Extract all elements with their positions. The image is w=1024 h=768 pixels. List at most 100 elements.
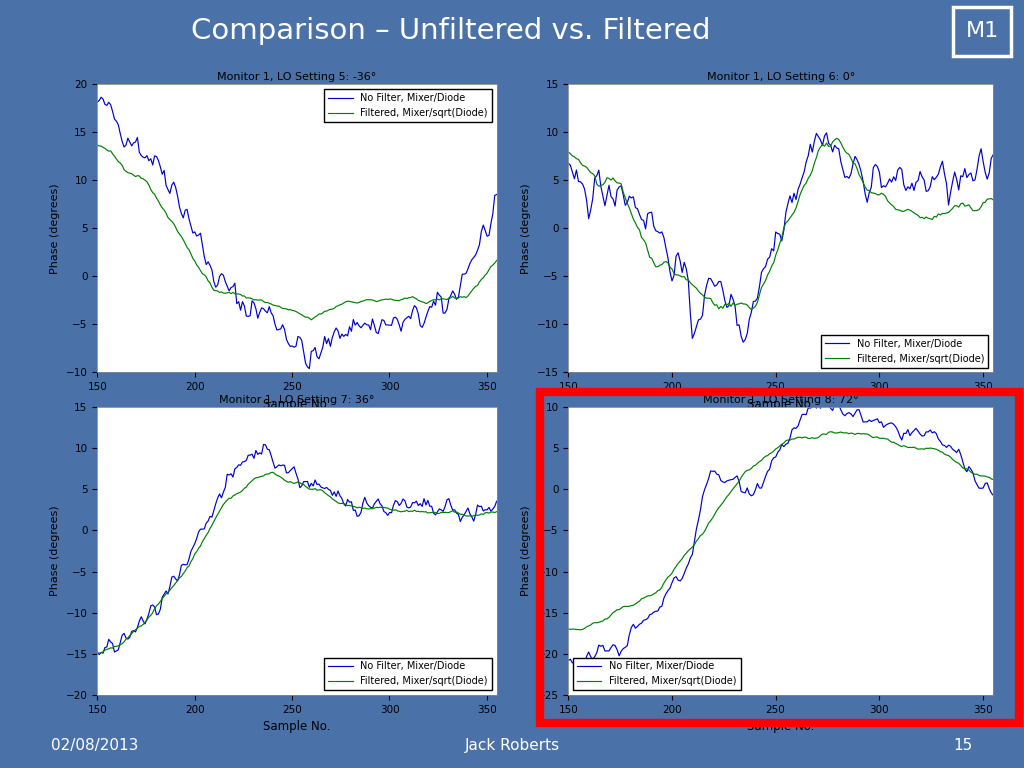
Filtered, Mixer/sqrt(Diode) xyxy=(451,508,463,517)
Filtered, Mixer/sqrt(Diode) xyxy=(651,262,664,271)
Line: No Filter, Mixer/Diode: No Filter, Mixer/Diode xyxy=(568,400,993,668)
No Filter, Mixer/Diode xyxy=(177,214,189,223)
Legend: No Filter, Mixer/Diode, Filtered, Mixer/sqrt(Diode): No Filter, Mixer/Diode, Filtered, Mixer/… xyxy=(821,335,988,368)
Filtered, Mixer/sqrt(Diode) xyxy=(175,232,187,241)
No Filter, Mixer/Diode xyxy=(97,649,110,658)
Line: Filtered, Mixer/sqrt(Diode): Filtered, Mixer/sqrt(Diode) xyxy=(568,138,993,310)
Text: Jack Roberts: Jack Roberts xyxy=(465,738,559,753)
Filtered, Mixer/sqrt(Diode) xyxy=(766,449,778,458)
No Filter, Mixer/Diode xyxy=(766,456,778,465)
Filtered, Mixer/sqrt(Diode) xyxy=(290,307,302,316)
Filtered, Mixer/sqrt(Diode) xyxy=(745,305,758,314)
Filtered, Mixer/sqrt(Diode) xyxy=(267,468,280,477)
Filtered, Mixer/sqrt(Diode) xyxy=(292,478,304,487)
Filtered, Mixer/sqrt(Diode) xyxy=(766,262,778,271)
Filtered, Mixer/sqrt(Diode) xyxy=(775,233,787,242)
Text: M1: M1 xyxy=(966,22,998,41)
Filtered, Mixer/sqrt(Diode) xyxy=(175,572,187,581)
No Filter, Mixer/Diode xyxy=(91,98,103,107)
Filtered, Mixer/sqrt(Diode) xyxy=(830,134,843,143)
Filtered, Mixer/sqrt(Diode) xyxy=(566,624,579,634)
Filtered, Mixer/sqrt(Diode) xyxy=(946,455,958,464)
No Filter, Mixer/Diode xyxy=(775,440,787,449)
Text: 02/08/2013: 02/08/2013 xyxy=(51,738,138,753)
Filtered, Mixer/sqrt(Diode) xyxy=(451,294,463,303)
Title: Monitor 1, LO Setting 5: -36°: Monitor 1, LO Setting 5: -36° xyxy=(217,72,377,82)
Filtered, Mixer/sqrt(Diode) xyxy=(283,478,295,487)
No Filter, Mixer/Diode xyxy=(820,396,833,405)
No Filter, Mixer/Diode xyxy=(987,150,999,159)
No Filter, Mixer/Diode xyxy=(775,237,787,246)
Filtered, Mixer/sqrt(Diode) xyxy=(987,475,999,484)
X-axis label: Sample No.: Sample No. xyxy=(748,720,814,733)
No Filter, Mixer/Diode xyxy=(490,190,503,199)
Line: Filtered, Mixer/sqrt(Diode): Filtered, Mixer/sqrt(Diode) xyxy=(97,145,497,319)
Filtered, Mixer/sqrt(Diode) xyxy=(91,141,103,150)
No Filter, Mixer/Diode xyxy=(429,300,441,310)
Filtered, Mixer/sqrt(Diode) xyxy=(95,141,108,151)
No Filter, Mixer/Diode xyxy=(490,497,503,506)
Y-axis label: Phase (degrees): Phase (degrees) xyxy=(521,183,531,274)
Filtered, Mixer/sqrt(Diode) xyxy=(562,624,574,634)
Filtered, Mixer/sqrt(Diode) xyxy=(775,439,787,449)
X-axis label: Sample No.: Sample No. xyxy=(263,720,331,733)
Filtered, Mixer/sqrt(Diode) xyxy=(824,427,837,436)
Filtered, Mixer/sqrt(Diode) xyxy=(922,214,934,223)
Y-axis label: Phase (degrees): Phase (degrees) xyxy=(50,505,60,597)
No Filter, Mixer/Diode xyxy=(737,338,750,347)
Line: No Filter, Mixer/Diode: No Filter, Mixer/Diode xyxy=(97,445,497,654)
No Filter, Mixer/Diode xyxy=(284,466,296,475)
X-axis label: Sample No.: Sample No. xyxy=(748,398,814,411)
Filtered, Mixer/sqrt(Diode) xyxy=(281,304,293,313)
FancyBboxPatch shape xyxy=(953,7,1011,56)
Y-axis label: Phase (degrees): Phase (degrees) xyxy=(50,183,60,274)
No Filter, Mixer/Diode xyxy=(292,332,304,341)
No Filter, Mixer/Diode xyxy=(946,445,958,454)
No Filter, Mixer/Diode xyxy=(453,510,465,519)
Line: Filtered, Mixer/sqrt(Diode): Filtered, Mixer/sqrt(Diode) xyxy=(568,432,993,630)
Y-axis label: Phase (degrees): Phase (degrees) xyxy=(521,505,531,597)
X-axis label: Sample No.: Sample No. xyxy=(263,398,331,411)
No Filter, Mixer/Diode xyxy=(562,159,574,168)
No Filter, Mixer/Diode xyxy=(453,293,465,302)
Legend: No Filter, Mixer/Diode, Filtered, Mixer/sqrt(Diode): No Filter, Mixer/Diode, Filtered, Mixer/… xyxy=(325,89,492,122)
No Filter, Mixer/Diode xyxy=(820,128,833,137)
Line: Filtered, Mixer/sqrt(Diode): Filtered, Mixer/sqrt(Diode) xyxy=(97,472,497,654)
Line: No Filter, Mixer/Diode: No Filter, Mixer/Diode xyxy=(97,98,497,369)
Filtered, Mixer/sqrt(Diode) xyxy=(653,585,666,594)
No Filter, Mixer/Diode xyxy=(566,658,579,667)
No Filter, Mixer/Diode xyxy=(653,603,666,612)
Filtered, Mixer/sqrt(Diode) xyxy=(427,508,439,517)
Filtered, Mixer/sqrt(Diode) xyxy=(305,315,317,324)
No Filter, Mixer/Diode xyxy=(257,440,269,449)
Filtered, Mixer/sqrt(Diode) xyxy=(922,444,934,453)
Legend: No Filter, Mixer/Diode, Filtered, Mixer/sqrt(Diode): No Filter, Mixer/Diode, Filtered, Mixer/… xyxy=(573,657,740,690)
No Filter, Mixer/Diode xyxy=(922,186,934,195)
No Filter, Mixer/Diode xyxy=(566,167,579,177)
No Filter, Mixer/Diode xyxy=(766,244,778,253)
Filtered, Mixer/sqrt(Diode) xyxy=(574,625,587,634)
Legend: No Filter, Mixer/Diode, Filtered, Mixer/sqrt(Diode): No Filter, Mixer/Diode, Filtered, Mixer/… xyxy=(325,657,492,690)
Title: Monitor 1, LO Setting 8: 72°: Monitor 1, LO Setting 8: 72° xyxy=(703,395,858,405)
No Filter, Mixer/Diode xyxy=(283,339,295,348)
No Filter, Mixer/Diode xyxy=(562,656,574,665)
Filtered, Mixer/sqrt(Diode) xyxy=(490,256,503,265)
Line: No Filter, Mixer/Diode: No Filter, Mixer/Diode xyxy=(568,133,993,343)
No Filter, Mixer/Diode xyxy=(93,650,105,659)
Text: 15: 15 xyxy=(953,738,973,753)
No Filter, Mixer/Diode xyxy=(651,227,664,237)
No Filter, Mixer/Diode xyxy=(91,647,103,657)
No Filter, Mixer/Diode xyxy=(987,491,999,500)
No Filter, Mixer/Diode xyxy=(922,427,934,436)
No Filter, Mixer/Diode xyxy=(303,364,315,373)
Text: Comparison – Unfiltered vs. Filtered: Comparison – Unfiltered vs. Filtered xyxy=(190,17,711,45)
No Filter, Mixer/Diode xyxy=(294,483,306,492)
No Filter, Mixer/Diode xyxy=(177,560,189,569)
Filtered, Mixer/sqrt(Diode) xyxy=(95,648,108,657)
Title: Monitor 1, LO Setting 7: 36°: Monitor 1, LO Setting 7: 36° xyxy=(219,395,375,405)
Filtered, Mixer/sqrt(Diode) xyxy=(946,204,958,213)
No Filter, Mixer/Diode xyxy=(946,177,958,187)
Filtered, Mixer/sqrt(Diode) xyxy=(91,649,103,658)
Filtered, Mixer/sqrt(Diode) xyxy=(427,295,439,304)
Filtered, Mixer/sqrt(Diode) xyxy=(566,151,579,161)
